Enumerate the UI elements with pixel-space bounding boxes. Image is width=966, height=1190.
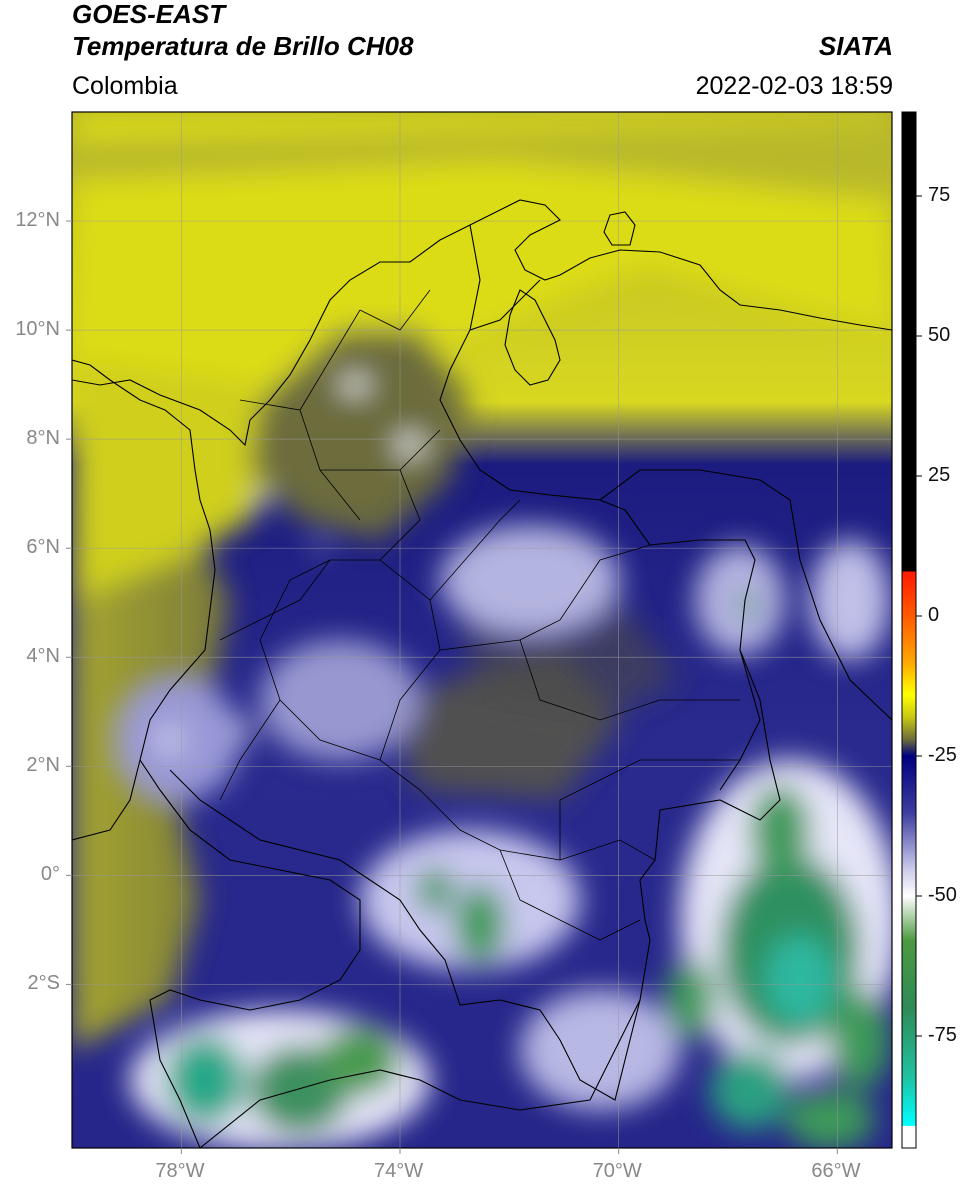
colorbar-tick-label: -75 (928, 1024, 957, 1046)
colorbar-tick-label: 50 (928, 324, 951, 346)
map-gridlines (72, 112, 892, 1148)
colorbar-tick-label: -25 (928, 744, 957, 766)
lon-tick-label: 66°W (811, 1160, 861, 1182)
product-title: Temperatura de Brillo CH08 (72, 31, 414, 61)
paraguana-peninsula (603, 211, 636, 246)
colorbar-tick-label: 75 (928, 184, 951, 206)
ecuador-peru-border (139, 759, 361, 1148)
lat-tick-label: 12°N (15, 209, 60, 232)
colorbar-tick-label: -50 (928, 884, 957, 906)
map-axis-ticks (66, 220, 838, 1154)
department-boundaries (219, 289, 740, 941)
lake-maracaibo (504, 289, 561, 386)
colorbar-ticks (916, 195, 922, 1037)
pacific-coastline (72, 359, 216, 841)
lon-tick-label: 78°W (155, 1160, 205, 1182)
colorbar (901, 111, 917, 1149)
brightness-temperature-field (72, 112, 892, 1148)
colombia-border (169, 224, 781, 1101)
lon-tick-label: 70°W (592, 1160, 642, 1182)
venezuela-internal-borders (469, 279, 892, 791)
lat-tick-label: 6°N (26, 536, 60, 559)
agency-label: SIATA (818, 31, 893, 61)
lat-tick-label: 4°N (26, 645, 60, 668)
lat-tick-label: 0° (40, 863, 60, 886)
satellite-title: GOES-EAST (72, 0, 226, 29)
datetime-label: 2022-02-03 18:59 (695, 72, 893, 100)
map-frame (71, 111, 893, 1149)
brazil-peru-border (199, 999, 641, 1148)
coastlines-borders (72, 199, 892, 1148)
colorbar-tick-label: 0 (928, 604, 940, 626)
region-label: Colombia (72, 72, 178, 100)
lat-tick-label: 2°S (27, 972, 60, 995)
colorbar-tick-label: 25 (928, 464, 951, 486)
lat-tick-label: 8°N (26, 427, 60, 450)
lon-tick-label: 74°W (374, 1160, 424, 1182)
lat-tick-label: 10°N (15, 318, 60, 341)
caribbean-coastline (72, 199, 892, 447)
lat-tick-label: 2°N (26, 754, 60, 777)
